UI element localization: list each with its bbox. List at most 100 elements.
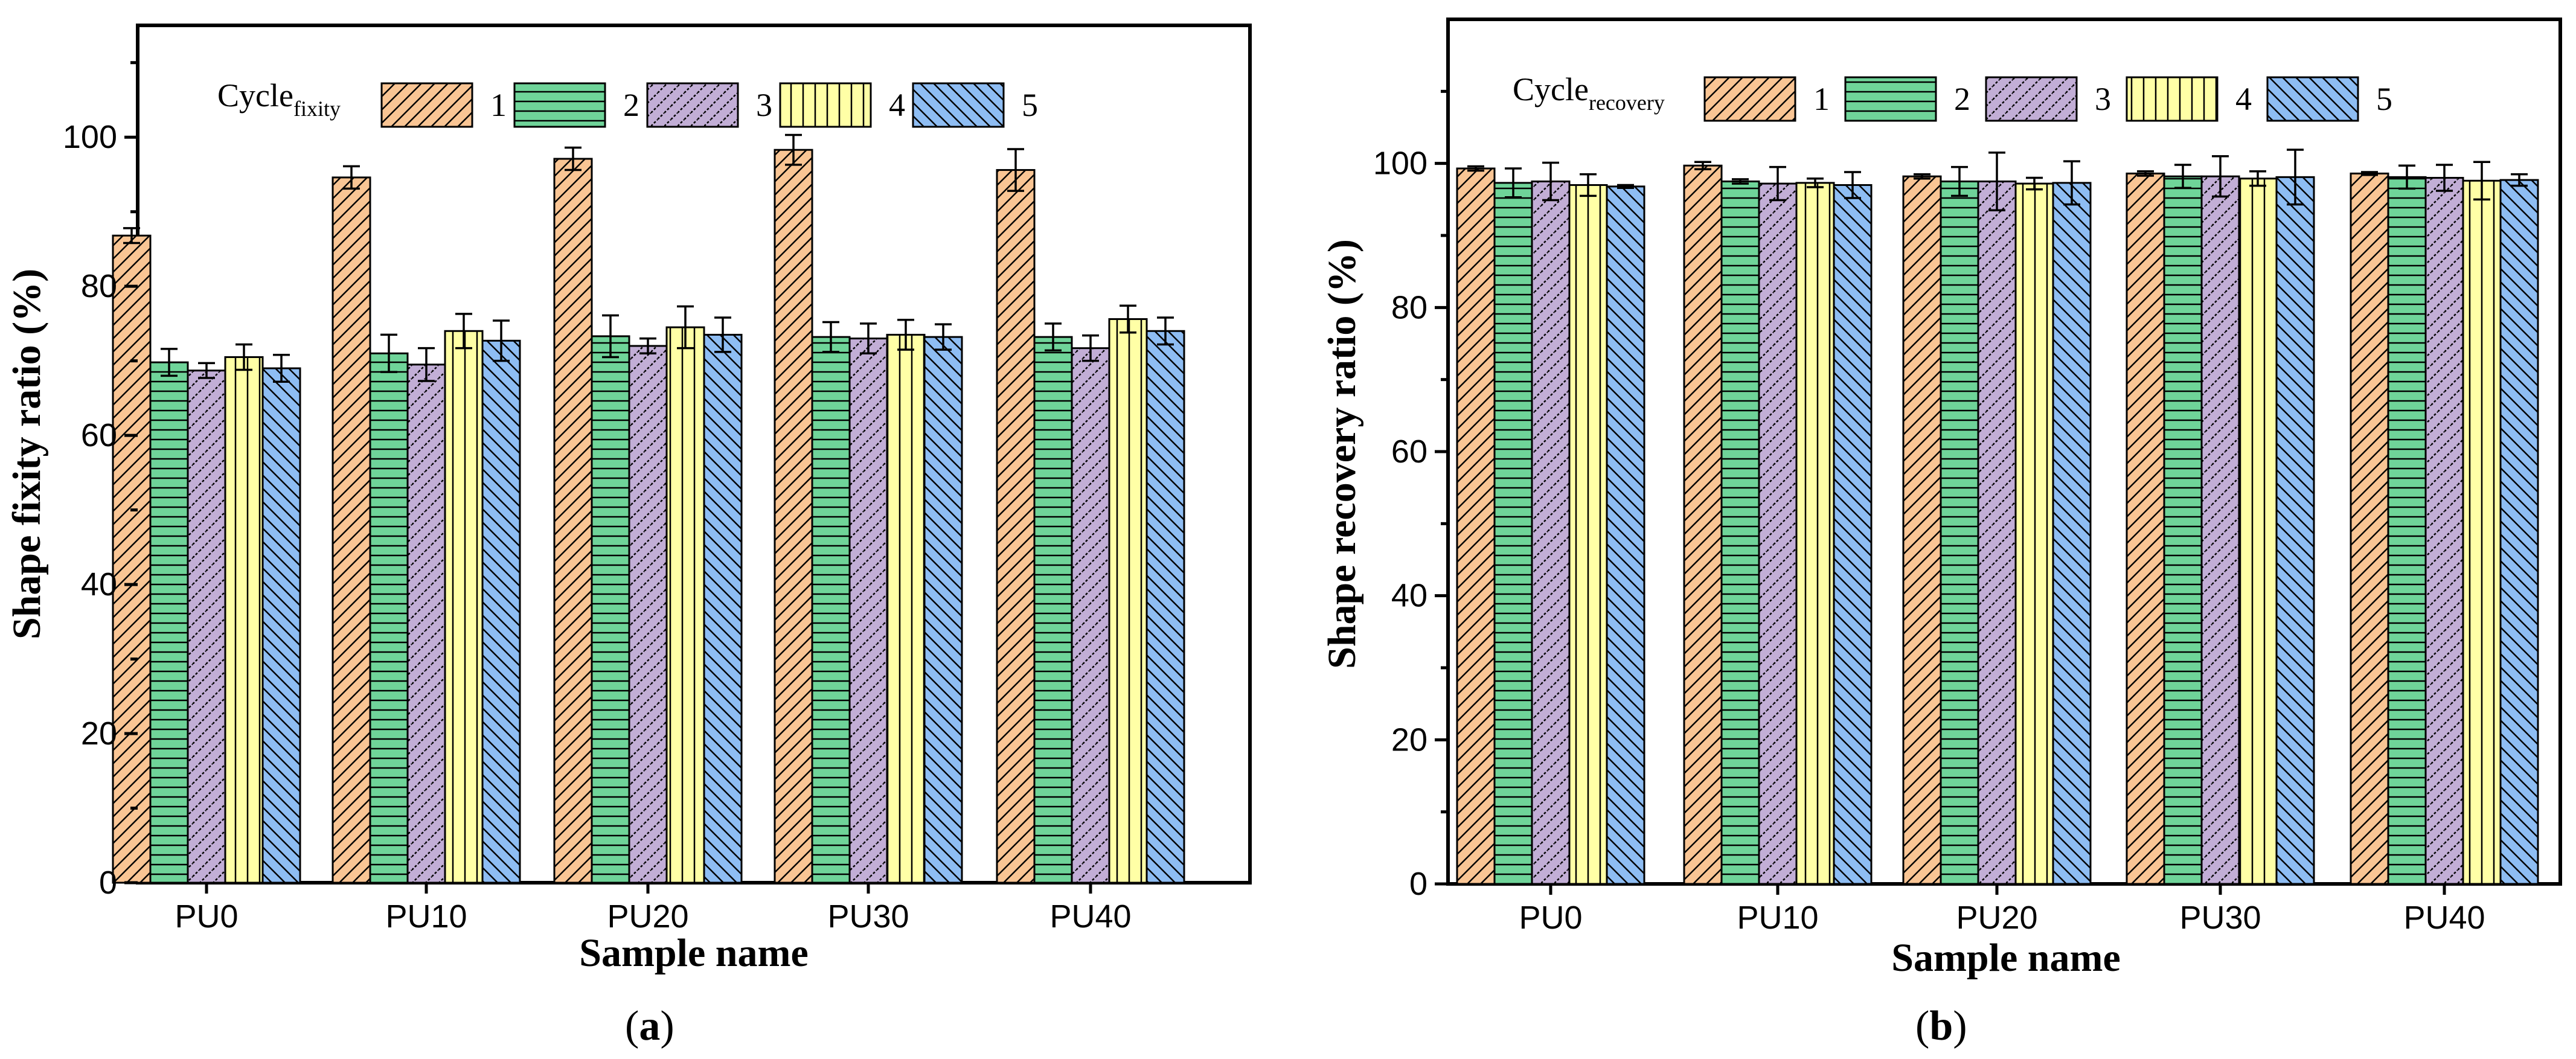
error-bar: [2063, 160, 2080, 206]
bar-pu10-cycle-5: [1833, 184, 1873, 885]
caption-letter: a: [639, 1003, 660, 1049]
error-bar: [1988, 152, 2005, 211]
x-tick-label: PU0: [175, 898, 238, 935]
error-bar: [1914, 173, 1930, 180]
error-bar: [1542, 161, 1559, 202]
error-bar: [455, 313, 472, 350]
bar-pu40-cycle-4: [1108, 318, 1148, 884]
legend-title: Cyclefixity: [217, 77, 341, 121]
error-bar: [2511, 173, 2528, 187]
bar-pu0-cycle-5: [261, 367, 301, 884]
bar-pu20-cycle-3: [628, 345, 668, 884]
bar-pu20-cycle-5: [2052, 182, 2092, 885]
legend-swatch: [513, 82, 606, 128]
bar-pu30-cycle-1: [2126, 172, 2165, 885]
y-axis-title: Shape recovery ratio (%): [1320, 239, 1364, 669]
legend-title: Cyclerecovery: [1513, 71, 1665, 115]
x-axis: PU0 PU10 PU20 PU30 PU40: [1519, 884, 2485, 936]
error-bar: [565, 146, 582, 171]
error-bar: [1045, 322, 1062, 352]
bar-pu10-cycle-4: [444, 330, 484, 884]
x-axis-title: Sample name: [579, 931, 809, 975]
bar-pu10-cycle-5: [481, 339, 521, 884]
bar-pu10-cycle-4: [1795, 182, 1835, 885]
y-tick-label: 60: [1391, 434, 1427, 470]
error-bar: [1120, 304, 1136, 334]
bar-pu30-cycle-2: [811, 336, 851, 884]
error-bar: [639, 337, 656, 355]
legend-swatch: [2126, 76, 2219, 122]
bar-pu10-cycle-2: [369, 352, 409, 884]
y-axis: 0 20 40 60 80 100: [1373, 89, 1448, 902]
bar-pu10-cycle-3: [1758, 182, 1798, 885]
legend-swatch: [646, 82, 739, 128]
bar-pu30-cycle-1: [774, 149, 813, 884]
error-bar: [2398, 164, 2415, 190]
y-tick-label: 40: [1391, 578, 1427, 614]
error-bar: [714, 316, 731, 353]
bar-pu0-cycle-2: [1493, 182, 1533, 885]
error-bar: [822, 321, 839, 353]
bar-pu30-cycle-3: [848, 338, 888, 884]
y-tick-label: 80: [81, 268, 117, 304]
error-bar: [1157, 316, 1174, 346]
bar-pu40-cycle-3: [2424, 177, 2464, 885]
bar-pu0-cycle-4: [1568, 184, 1608, 885]
caption-letter: b: [1929, 1003, 1953, 1049]
error-bar: [2212, 155, 2229, 198]
error-bar: [2287, 149, 2304, 206]
legend-item-cycle-2: 2: [513, 82, 639, 128]
y-axis-title: Shape fixity ratio (%): [5, 269, 49, 639]
y-axis: 0 20 40 60 80 100: [63, 61, 138, 901]
bar-pu20-cycle-1: [1902, 175, 1942, 885]
error-bar: [493, 319, 510, 362]
bar-pu40-cycle-5: [1145, 330, 1185, 884]
chart-panel-a: 0 20 40 60 80 100 PU0 PU10 PU20 PU30 PU40 Cyclefi…: [5, 24, 1252, 1049]
error-bar: [1844, 171, 1861, 199]
legend-swatch: [779, 82, 872, 128]
x-tick-label: PU30: [2179, 900, 2261, 936]
bar-pu40-cycle-2: [2387, 176, 2427, 885]
chart-panel-b: 0 20 40 60 80 100 PU0 PU10 PU20 PU30 PU40 Cyclere…: [1320, 18, 2562, 1049]
bars-group: [1456, 149, 2539, 885]
legend-item-cycle-3: 3: [646, 82, 772, 128]
x-tick-label: PU10: [385, 898, 467, 935]
bar-pu20-cycle-3: [1977, 181, 2017, 885]
legend-label: 2: [1954, 81, 1970, 117]
bar-pu0-cycle-1: [112, 234, 152, 884]
legend: Cyclefixity 1 2 3 4 5: [217, 77, 1038, 128]
bar-pu40-cycle-1: [2350, 172, 2389, 885]
x-tick-label: PU40: [2403, 900, 2485, 936]
bar-pu20-cycle-2: [591, 335, 630, 884]
x-tick-label: PU30: [827, 898, 909, 935]
bar-pu20-cycle-5: [703, 333, 743, 884]
error-bar: [273, 354, 290, 383]
bar-pu30-cycle-3: [2200, 175, 2240, 885]
bar-pu30-cycle-2: [2163, 175, 2203, 885]
error-bar: [1007, 148, 1024, 192]
error-bar: [677, 305, 694, 350]
bar-pu30-cycle-5: [923, 336, 963, 884]
legend-label: 2: [623, 87, 639, 123]
legend-item-cycle-1: 1: [380, 82, 507, 128]
legend-swatch: [2266, 76, 2359, 122]
legend-label: 1: [1813, 81, 1830, 117]
x-axis: PU0 PU10 PU20 PU30 PU40: [175, 883, 1132, 935]
error-bar: [602, 314, 619, 359]
legend-label: 4: [889, 87, 905, 123]
error-bar: [2026, 176, 2043, 191]
legend-swatch: [1985, 76, 2078, 122]
bar-pu10-cycle-2: [1720, 181, 1760, 885]
error-bar: [1732, 178, 1749, 185]
error-bar: [235, 343, 252, 371]
bar-pu20-cycle-1: [553, 158, 593, 884]
bar-pu40-cycle-5: [2499, 179, 2539, 885]
error-bar: [2249, 170, 2266, 187]
error-bar: [343, 165, 360, 190]
error-bar: [935, 323, 952, 351]
bar-pu30-cycle-5: [2275, 176, 2315, 885]
y-tick-label: 100: [63, 119, 117, 155]
legend-label: 4: [2235, 81, 2252, 117]
y-tick-label: 20: [1391, 721, 1427, 758]
